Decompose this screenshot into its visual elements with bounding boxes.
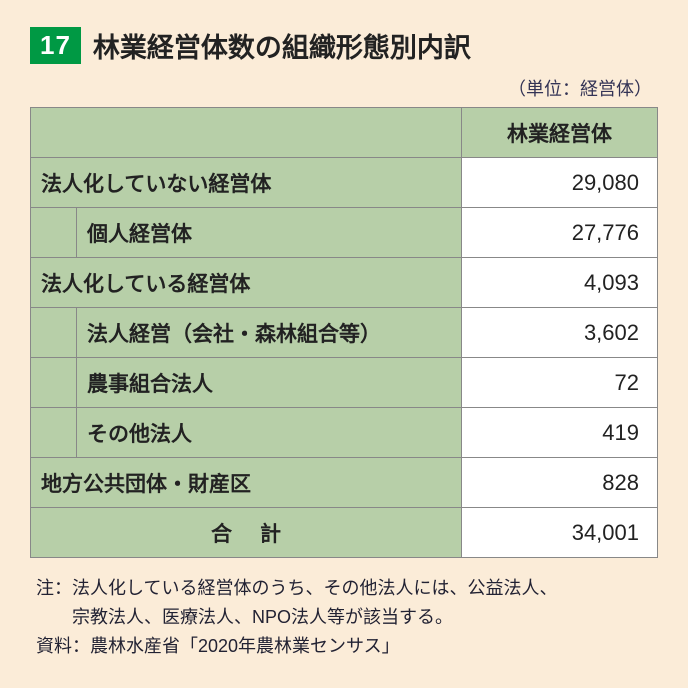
- table-row: 法人化している経営体 4,093: [31, 258, 658, 308]
- row-value: 3,602: [462, 308, 658, 358]
- row-value: 4,093: [462, 258, 658, 308]
- note-text: 法人化している経営体のうち、その他法人には、公益法人、: [72, 574, 652, 603]
- row-value: 419: [462, 408, 658, 458]
- total-value: 34,001: [462, 508, 658, 558]
- note-indent: [36, 603, 72, 632]
- figure-number-badge: 17: [30, 27, 81, 64]
- row-value: 27,776: [462, 208, 658, 258]
- row-value: 72: [462, 358, 658, 408]
- figure-title: 林業経営体数の組織形態別内訳: [93, 26, 471, 65]
- source-tag: 資料：: [36, 632, 90, 661]
- row-label: 法人経営（会社・森林組合等）: [77, 308, 462, 358]
- note-text: 宗教法人、医療法人、NPO法人等が該当する。: [72, 603, 652, 632]
- table-total-row: 合計 34,001: [31, 508, 658, 558]
- row-label: その他法人: [77, 408, 462, 458]
- row-label: 農事組合法人: [77, 358, 462, 408]
- footnotes: 注： 法人化している経営体のうち、その他法人には、公益法人、 宗教法人、医療法人…: [30, 574, 658, 660]
- header-blank: [31, 108, 462, 158]
- table-row: 法人経営（会社・森林組合等） 3,602: [31, 308, 658, 358]
- row-value: 29,080: [462, 158, 658, 208]
- indent-spacer: [31, 308, 77, 358]
- unit-label: （単位：経営体）: [30, 75, 652, 101]
- table-header-row: 林業経営体: [31, 108, 658, 158]
- row-label: 個人経営体: [77, 208, 462, 258]
- total-label: 合計: [31, 508, 462, 558]
- table-row: 地方公共団体・財産区 828: [31, 458, 658, 508]
- note-tag: 注：: [36, 574, 72, 603]
- table-row: 農事組合法人 72: [31, 358, 658, 408]
- indent-spacer: [31, 408, 77, 458]
- data-table: 林業経営体 法人化していない経営体 29,080 個人経営体 27,776 法人…: [30, 107, 658, 558]
- row-value: 828: [462, 458, 658, 508]
- table-row: 法人化していない経営体 29,080: [31, 158, 658, 208]
- indent-spacer: [31, 208, 77, 258]
- source-text: 農林水産省「2020年農林業センサス」: [90, 632, 652, 661]
- table-row: その他法人 419: [31, 408, 658, 458]
- table-row: 個人経営体 27,776: [31, 208, 658, 258]
- indent-spacer: [31, 358, 77, 408]
- row-label: 地方公共団体・財産区: [31, 458, 462, 508]
- title-row: 17 林業経営体数の組織形態別内訳: [30, 26, 658, 65]
- column-header: 林業経営体: [462, 108, 658, 158]
- row-label: 法人化していない経営体: [31, 158, 462, 208]
- row-label: 法人化している経営体: [31, 258, 462, 308]
